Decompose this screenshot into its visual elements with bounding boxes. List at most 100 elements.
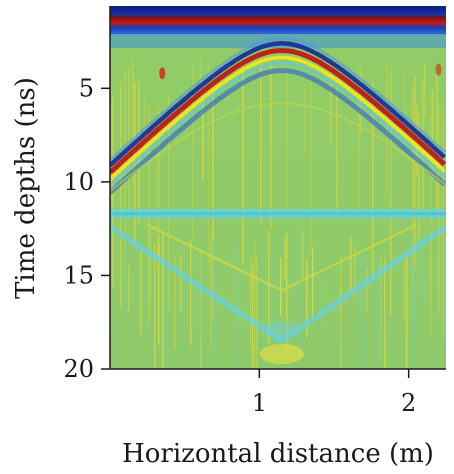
noise-streak xyxy=(200,252,202,369)
noise-streak xyxy=(414,75,416,270)
reflection-features xyxy=(110,6,446,365)
noise-streak xyxy=(372,82,374,279)
hyperbola-yellow xyxy=(110,55,446,181)
noise-streak xyxy=(350,237,352,292)
axes: 5 10 15 20 1 2 xyxy=(63,6,446,417)
noise-streak xyxy=(390,69,392,233)
noise-streak xyxy=(254,240,256,369)
noise-streak xyxy=(442,108,444,334)
edge-speckle-left xyxy=(159,67,166,80)
noise-streak xyxy=(114,243,116,369)
hyperbola-blue xyxy=(110,41,446,168)
noise-streak xyxy=(198,259,200,369)
noise-streak xyxy=(144,268,146,335)
noise-streak xyxy=(124,245,126,322)
noise-streak xyxy=(284,236,286,281)
noise-streak xyxy=(274,265,276,366)
y-tick-label-10: 10 xyxy=(63,168,94,196)
noise-streak xyxy=(190,240,192,346)
noise-streak xyxy=(154,243,156,369)
x-tick-label-2: 2 xyxy=(401,389,416,417)
noise-streak xyxy=(424,261,426,305)
noise-streak xyxy=(364,253,366,369)
noise-streak xyxy=(268,230,270,345)
noise-streak xyxy=(412,82,414,290)
noise-streak xyxy=(366,268,368,313)
noise-streak xyxy=(312,247,314,323)
noise-streak xyxy=(270,264,272,312)
noise-streak xyxy=(380,253,382,362)
hyperbola-cyan xyxy=(110,61,446,187)
noise-streak xyxy=(310,61,312,253)
noise-streak xyxy=(208,64,210,267)
noise-streak xyxy=(280,257,282,317)
x-tick-label-1: 1 xyxy=(252,389,267,417)
noise-streak xyxy=(298,231,300,359)
noise-streak xyxy=(110,106,112,205)
noise-streak xyxy=(404,255,406,322)
noise-streak xyxy=(282,231,284,304)
noise-streak xyxy=(404,68,406,114)
noise-streak xyxy=(192,65,194,237)
noise-streak xyxy=(308,268,310,334)
y-tick-label-5: 5 xyxy=(79,74,94,102)
noise-streak xyxy=(286,70,288,207)
y-axis-label: Time depths (ns) xyxy=(11,77,41,299)
noise-streak xyxy=(256,256,258,369)
noise-streak xyxy=(262,241,264,368)
direct-wave-band xyxy=(110,6,446,35)
noise-streak xyxy=(174,257,176,349)
noise-streak xyxy=(360,69,362,134)
y-tick-label-15: 15 xyxy=(63,261,94,289)
noise-streak xyxy=(336,84,338,217)
lower-apex-blob xyxy=(259,344,304,365)
noise-streak xyxy=(378,256,380,369)
noise-streak xyxy=(124,71,126,279)
direct-wave-tail xyxy=(110,34,446,49)
noise-streak xyxy=(444,247,446,341)
noise-streak xyxy=(180,254,182,311)
hyperbola-red xyxy=(110,48,446,175)
noise-streak xyxy=(340,256,342,369)
noise-streak xyxy=(252,264,254,369)
noise-streak xyxy=(242,65,244,265)
lower-reflection-inner xyxy=(146,223,417,292)
noise-streak xyxy=(156,105,158,274)
noise-streak xyxy=(202,91,204,181)
hyperbola-multiple xyxy=(110,102,446,192)
noise-streak xyxy=(436,67,438,217)
noise-texture xyxy=(110,57,446,369)
noise-streak xyxy=(302,231,304,281)
plot-area xyxy=(110,6,446,369)
noise-streak xyxy=(150,229,152,299)
noise-streak xyxy=(430,231,432,333)
noise-streak xyxy=(270,64,272,229)
noise-streak xyxy=(390,231,392,316)
noise-streak xyxy=(304,89,306,155)
noise-streak xyxy=(322,257,324,337)
y-ticks: 5 10 15 20 xyxy=(63,74,110,383)
noise-streak xyxy=(120,81,122,307)
horizontal-reflector-core xyxy=(110,212,446,216)
noise-streak xyxy=(132,60,134,182)
noise-streak xyxy=(212,89,214,241)
noise-streak xyxy=(330,64,332,144)
noise-streak xyxy=(354,244,356,300)
noise-streak xyxy=(152,258,154,358)
noise-streak xyxy=(406,253,408,369)
y-tick-label-20: 20 xyxy=(63,355,94,383)
noise-streak xyxy=(158,109,160,263)
noise-streak xyxy=(250,256,252,349)
noise-streak xyxy=(358,88,360,210)
noise-streak xyxy=(360,252,362,363)
noise-streak xyxy=(164,263,166,369)
noise-streak xyxy=(418,235,420,298)
noise-streak xyxy=(424,63,426,117)
noise-streak xyxy=(158,237,160,345)
noise-streak xyxy=(238,242,240,369)
noise-streak xyxy=(212,245,214,323)
noise-streak xyxy=(432,90,434,180)
noise-streak xyxy=(412,233,414,348)
noise-streak xyxy=(414,265,416,369)
